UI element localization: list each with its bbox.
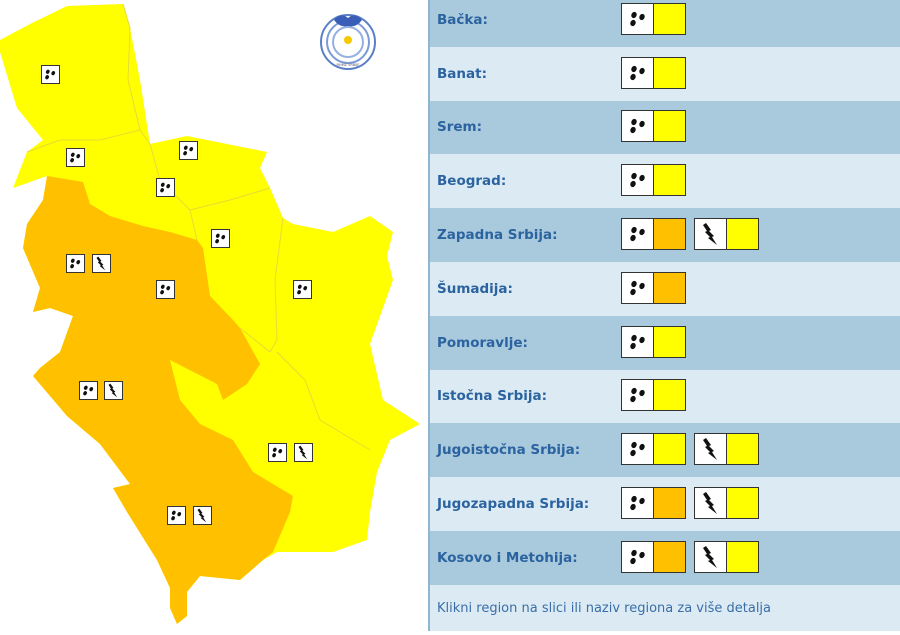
region-row[interactable]: Bačka: — [430, 0, 900, 47]
warning-badge[interactable] — [621, 56, 686, 89]
footer-hint: Klikni region na slici ili naziv regiona… — [437, 600, 772, 616]
map-rain-icon[interactable] — [78, 380, 98, 400]
region-link[interactable]: Istočna Srbija: — [437, 388, 548, 405]
warning-map[interactable]: RHMZ SRBIJE — [0, 0, 428, 631]
region-link[interactable]: Bačka: — [437, 11, 488, 28]
region-link[interactable]: Srem: — [437, 119, 483, 136]
warning-badge[interactable] — [694, 433, 759, 466]
rain-icon — [622, 272, 654, 303]
warnings-panel: Bačka: Banat: Srem: Beograd: Zapadna Srbija:… — [428, 0, 900, 631]
warning-level-yellow — [654, 3, 685, 34]
warning-level-yellow — [654, 165, 685, 196]
svg-text:RHMZ SRBIJE: RHMZ SRBIJE — [337, 63, 360, 67]
region-link[interactable]: Jugoistočna Srbija: — [437, 442, 581, 459]
warning-badge[interactable] — [621, 540, 686, 573]
warning-badge[interactable] — [694, 218, 759, 251]
warning-badge[interactable] — [621, 2, 686, 35]
map-lightning-icon[interactable] — [91, 253, 111, 273]
warning-level-yellow — [727, 434, 758, 465]
region-row[interactable]: Banat: — [430, 46, 900, 101]
region-row[interactable]: Srem: — [430, 100, 900, 155]
warning-badge[interactable] — [694, 487, 759, 520]
warning-level-orange — [654, 541, 685, 572]
warning-level-orange — [654, 219, 685, 250]
warning-level-orange — [654, 272, 685, 303]
region-row[interactable]: Kosovo i Metohija: — [430, 530, 900, 585]
region-row[interactable]: Zapadna Srbija: — [430, 208, 900, 262]
region-row[interactable]: Jugozapadna Srbija: — [430, 477, 900, 531]
map-rain-icon[interactable] — [166, 505, 186, 525]
rain-icon — [622, 326, 654, 357]
map-rain-icon[interactable] — [155, 177, 175, 197]
map-lightning-icon[interactable] — [293, 442, 313, 462]
map-region-orange[interactable] — [23, 176, 293, 624]
lightning-icon — [695, 219, 727, 250]
footer: Klikni region na slici ili naziv regiona… — [430, 585, 900, 631]
warning-level-yellow — [654, 111, 685, 142]
warning-level-orange — [654, 488, 685, 519]
region-row[interactable]: Beograd: — [430, 154, 900, 209]
lightning-icon — [695, 434, 727, 465]
lightning-icon — [695, 488, 727, 519]
region-row[interactable]: Istočna Srbija: — [430, 369, 900, 424]
logo: RHMZ SRBIJE — [320, 14, 376, 70]
lightning-icon — [695, 541, 727, 572]
warning-level-yellow — [727, 488, 758, 519]
warning-level-yellow — [654, 57, 685, 88]
rain-icon — [622, 165, 654, 196]
warning-level-yellow — [654, 380, 685, 411]
warning-badge[interactable] — [621, 271, 686, 304]
rain-icon — [622, 57, 654, 88]
warning-badge[interactable] — [621, 487, 686, 520]
map-rain-icon[interactable] — [65, 253, 85, 273]
region-row[interactable]: Jugoistočna Srbija: — [430, 423, 900, 478]
region-borders — [26, 3, 371, 451]
map-rain-icon[interactable] — [65, 147, 85, 167]
region-link[interactable]: Pomoravlje: — [437, 334, 528, 351]
warning-badge[interactable] — [621, 325, 686, 358]
warning-level-yellow — [727, 541, 758, 572]
region-link[interactable]: Beograd: — [437, 173, 507, 190]
rain-icon — [622, 380, 654, 411]
rain-icon — [622, 219, 654, 250]
region-link[interactable]: Zapadna Srbija: — [437, 227, 558, 244]
warning-badge[interactable] — [621, 433, 686, 466]
warning-level-yellow — [654, 434, 685, 465]
region-link[interactable]: Šumadija: — [437, 280, 513, 297]
map-rain-icon[interactable] — [267, 442, 287, 462]
region-row[interactable]: Pomoravlje: — [430, 315, 900, 370]
map-rain-icon[interactable] — [210, 228, 230, 248]
region-row[interactable]: Šumadija: — [430, 261, 900, 316]
warning-badge[interactable] — [694, 540, 759, 573]
region-link[interactable]: Banat: — [437, 65, 487, 82]
map-rain-icon[interactable] — [155, 279, 175, 299]
warning-level-yellow — [654, 326, 685, 357]
rain-icon — [622, 111, 654, 142]
rain-icon — [622, 488, 654, 519]
warning-badge[interactable] — [621, 110, 686, 143]
map-lightning-icon[interactable] — [192, 505, 212, 525]
map-rain-icon[interactable] — [292, 279, 312, 299]
map-rain-icon[interactable] — [40, 64, 60, 84]
warning-level-yellow — [727, 219, 758, 250]
warning-badge[interactable] — [621, 379, 686, 412]
serbia-map[interactable]: RHMZ SRBIJE — [0, 0, 428, 631]
rain-icon — [622, 434, 654, 465]
map-rain-icon[interactable] — [178, 140, 198, 160]
rain-icon — [622, 3, 654, 34]
map-lightning-icon[interactable] — [103, 380, 123, 400]
rain-icon — [622, 541, 654, 572]
warning-badge[interactable] — [621, 218, 686, 251]
warning-badge[interactable] — [621, 164, 686, 197]
region-link[interactable]: Kosovo i Metohija: — [437, 549, 578, 566]
region-link[interactable]: Jugozapadna Srbija: — [437, 496, 590, 513]
